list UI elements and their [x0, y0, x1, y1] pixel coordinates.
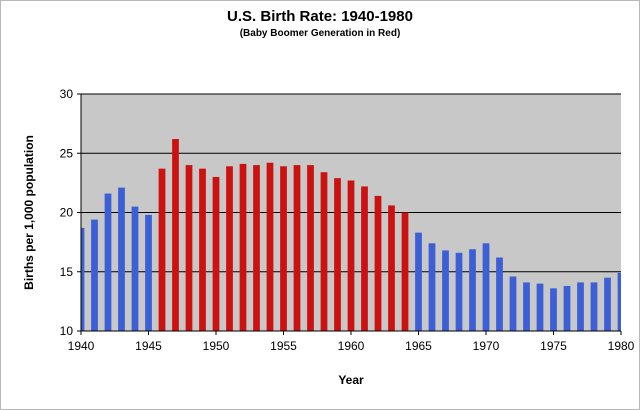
- bar: [428, 243, 436, 331]
- bar: [104, 193, 112, 331]
- bar: [536, 283, 544, 331]
- bar: [307, 165, 314, 331]
- bar: [334, 178, 341, 331]
- bar: [550, 288, 557, 331]
- bar: [320, 172, 328, 331]
- x-tick-label: 1955: [270, 339, 297, 353]
- chart-title: U.S. Birth Rate: 1940-1980: [227, 8, 413, 25]
- bar: [253, 165, 260, 331]
- bar: [266, 162, 274, 331]
- chart-subtitle: (Baby Boomer Generation in Red): [239, 28, 401, 39]
- y-axis-title: Births per 1,000 population: [22, 135, 36, 290]
- bar: [185, 165, 193, 331]
- bar: [442, 250, 449, 331]
- x-tick-label: 1970: [473, 339, 500, 353]
- bar: [172, 139, 179, 331]
- bar: [361, 186, 368, 331]
- bar: [617, 272, 621, 331]
- bar: [347, 180, 355, 331]
- bar: [401, 212, 409, 331]
- x-tick-label: 1945: [135, 339, 162, 353]
- bar: [469, 249, 476, 331]
- bar: [415, 232, 422, 331]
- x-tick-label: 1960: [338, 339, 365, 353]
- bar: [226, 166, 233, 331]
- bar: [563, 285, 571, 331]
- bar: [131, 206, 139, 331]
- bar: [81, 227, 85, 331]
- bar: [455, 252, 463, 331]
- bar: [509, 276, 517, 331]
- bar: [212, 176, 220, 331]
- y-tick-label: 25: [60, 146, 74, 160]
- y-tick-label: 20: [60, 206, 74, 220]
- bar: [199, 168, 206, 331]
- bar: [577, 282, 584, 331]
- bar: [374, 195, 382, 331]
- bar: [388, 205, 395, 331]
- bar: [118, 187, 125, 331]
- bar: [590, 282, 598, 331]
- bar: [523, 282, 530, 331]
- x-tick-label: 1980: [608, 339, 635, 353]
- bar: [280, 166, 287, 331]
- bar: [91, 219, 98, 331]
- bar: [239, 163, 247, 331]
- bar: [604, 277, 611, 331]
- y-tick-label: 10: [60, 324, 74, 338]
- x-tick-label: 1940: [68, 339, 95, 353]
- x-tick-label: 1975: [540, 339, 567, 353]
- x-tick-label: 1965: [405, 339, 432, 353]
- x-tick-label: 1950: [203, 339, 230, 353]
- bar: [158, 168, 166, 331]
- y-tick-label: 15: [60, 265, 74, 279]
- tick-labels: 10 15 20 25 30 1940 1945 1950 1955 1960 1965 1970 19…: [60, 87, 635, 353]
- bar: [145, 214, 152, 331]
- bar: [293, 165, 301, 331]
- x-axis-title: Year: [338, 373, 364, 387]
- bars: [81, 139, 621, 331]
- bar: [482, 243, 490, 331]
- y-tick-label: 30: [60, 87, 74, 101]
- bar: [496, 257, 503, 331]
